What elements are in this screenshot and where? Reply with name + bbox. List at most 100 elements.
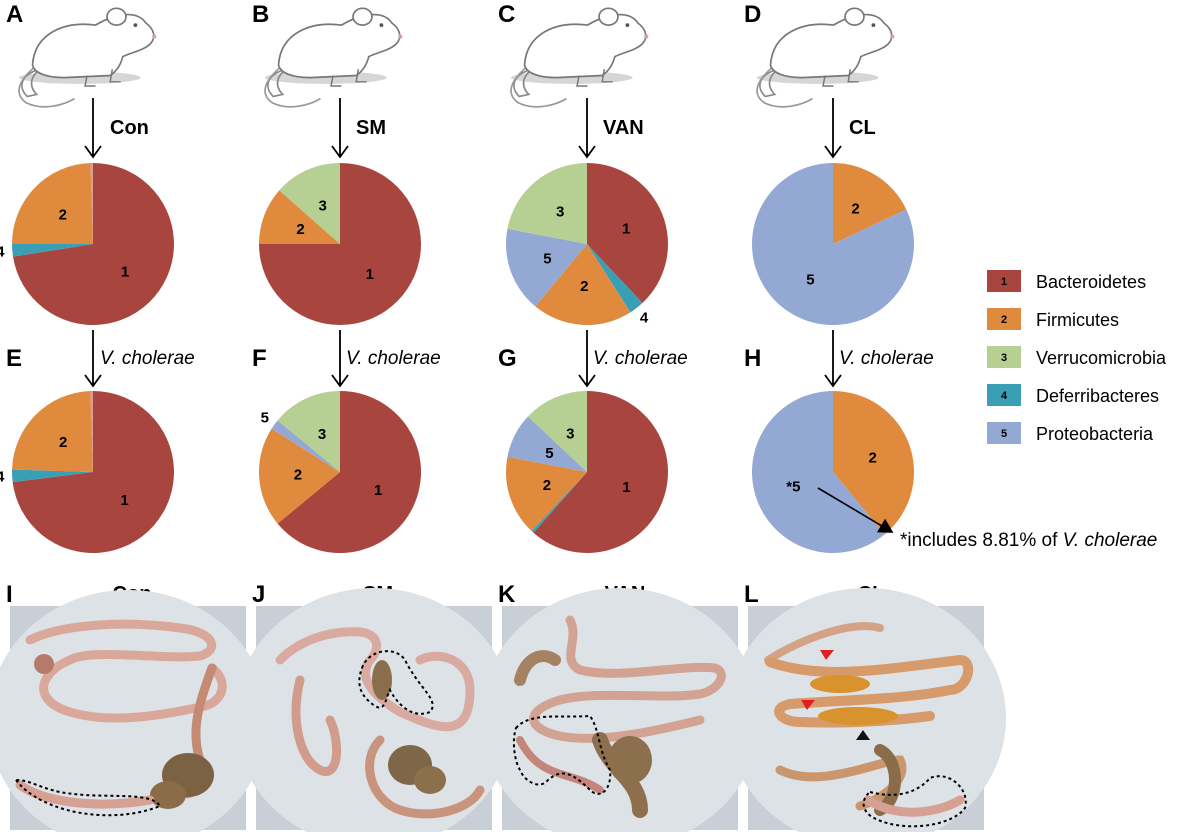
- infection-label-e: V. cholerae: [100, 348, 195, 369]
- pie-g-slice-bacteroidetes: [533, 391, 668, 553]
- pie-a-label-deferribacteres: 4: [0, 243, 5, 260]
- pie-a-slice-deferribacteres: [12, 244, 93, 257]
- legend-swatch-deferribacteres: [987, 384, 1021, 406]
- legend-label-verrucomicrobia: Verrucomicrobia: [1036, 348, 1167, 368]
- intestine-photo-con: [0, 590, 268, 832]
- pie-a-label-bacteroidetes: 1: [121, 263, 129, 280]
- legend-label-proteobacteria: Proteobacteria: [1036, 424, 1154, 444]
- pie-c-slice-firmicutes: [535, 244, 631, 325]
- panel-letter-g: G: [498, 345, 517, 372]
- treatment-label-cl: CL: [849, 117, 876, 139]
- pie-f-slice-proteobacteria: [271, 420, 340, 472]
- pie-h-slice-proteobacteria: [752, 391, 885, 553]
- legend-label-firmicutes: Firmicutes: [1036, 310, 1119, 330]
- legend-swatch-verrucomicrobia: [987, 346, 1021, 368]
- annotation-species: V. cholerae: [1063, 530, 1158, 551]
- legend-swatch-firmicutes: [987, 308, 1021, 330]
- black-arrowhead-icon: [856, 730, 870, 740]
- mouse-van-icon: [510, 7, 650, 108]
- pie-b-label-firmicutes: 2: [296, 221, 304, 238]
- pie-f-slice-bacteroidetes: [277, 391, 421, 553]
- pie-f-slice-verrucomicrobia: [277, 391, 340, 472]
- panel-letter-b: B: [252, 1, 269, 28]
- pie-h-slice-firmicutes: [833, 391, 915, 535]
- pie-e-label-firmicutes: 2: [59, 434, 67, 451]
- pie-f-slice-firmicutes: [259, 428, 340, 524]
- pie-f-label-proteobacteria: 5: [261, 409, 269, 426]
- pie-c-slice-proteobacteria: [506, 228, 587, 307]
- pie-f-label-bacteroidetes: 1: [374, 482, 382, 499]
- mouse-con-icon: [18, 7, 158, 108]
- legend-num-2: 2: [1001, 314, 1007, 326]
- mouse-cl-icon: [756, 7, 896, 108]
- pie-d-label-proteobacteria: 5: [806, 272, 814, 289]
- pie-b-label-bacteroidetes: 1: [366, 266, 374, 283]
- pie-b-slice-firmicutes: [259, 190, 340, 244]
- pie-e-label-deferribacteres: 4: [0, 468, 5, 485]
- infection-label-h: V. cholerae: [839, 348, 934, 369]
- infection-label-g: V. cholerae: [593, 348, 688, 369]
- pie-c-label-proteobacteria: 5: [543, 250, 551, 267]
- pie-g-slice-proteobacteria: [507, 416, 587, 472]
- legend: 1 Bacteroidetes 2 Firmicutes 3 Verrucomi…: [987, 270, 1167, 444]
- red-arrowhead-icon: [801, 700, 815, 710]
- pie-a-slice-bacteroidetes: [12, 163, 175, 326]
- pie-e-slice-bacteroidetes: [12, 391, 174, 553]
- panel-letter-a: A: [6, 1, 23, 28]
- pie-f-label-firmicutes: 2: [294, 467, 302, 484]
- legend-num-1: 1: [1001, 276, 1007, 288]
- panel-letter-e: E: [6, 345, 22, 372]
- pie-c-slice-bacteroidetes: [587, 163, 668, 304]
- treatment-label-van: VAN: [603, 117, 644, 139]
- annotation-arrow: [817, 487, 894, 533]
- pie-d-slice-firmicutes: [833, 163, 907, 244]
- panel-letter-h: H: [744, 345, 761, 372]
- pie-e-slice-other: [90, 391, 93, 472]
- pie-a-slice-firmicutes: [12, 163, 93, 244]
- pie-h-label-firmicutes: 2: [868, 450, 876, 467]
- red-arrowhead-icon: [820, 650, 834, 660]
- legend-num-5: 5: [1001, 428, 1007, 440]
- treatment-label-con: Con: [110, 117, 149, 139]
- panel-letter-d: D: [744, 1, 761, 28]
- legend-num-3: 3: [1001, 352, 1007, 364]
- pie-g-label-bacteroidetes: 1: [622, 479, 630, 496]
- pie-c-slice-deferribacteres: [587, 244, 643, 313]
- pie-d-slice-proteobacteria: [752, 163, 914, 325]
- panel-letter-i: I: [6, 581, 13, 608]
- pie-c-label-verrucomicrobia: 3: [556, 204, 564, 221]
- pie-c-label-bacteroidetes: 1: [622, 220, 630, 237]
- legend-swatch-bacteroidetes: [987, 270, 1021, 292]
- pie-g-label-proteobacteria: 5: [545, 445, 553, 462]
- pie-c-label-firmicutes: 2: [580, 278, 588, 295]
- panel-letter-j: J: [252, 581, 265, 608]
- mouse-sm-icon: [264, 7, 404, 108]
- legend-label-bacteroidetes: Bacteroidetes: [1036, 272, 1146, 292]
- intestine-photo-van: [480, 588, 760, 832]
- pie-d-label-firmicutes: 2: [851, 200, 859, 217]
- legend-swatch-proteobacteria: [987, 422, 1021, 444]
- annotation-text: *includes 8.81% of V. cholerae: [900, 530, 1157, 551]
- pie-b-slice-verrucomicrobia: [279, 163, 340, 244]
- legend-label-deferribacteres: Deferribacteres: [1036, 386, 1159, 406]
- treatment-arrows: [84, 98, 842, 388]
- pie-g-label-verrucomicrobia: 3: [566, 425, 574, 442]
- pie-g-slice-firmicutes: [505, 456, 587, 532]
- intestine-photo-sm: [234, 588, 514, 832]
- pie-g-label-firmicutes: 2: [543, 477, 551, 494]
- pie-c-slice-verrucomicrobia: [507, 163, 587, 244]
- pie-a-slice-other: [90, 163, 93, 244]
- pie-b-label-verrucomicrobia: 3: [318, 198, 326, 215]
- panel-letter-l: L: [744, 581, 759, 608]
- pie-h-label-proteobacteria: *5: [786, 478, 800, 495]
- legend-num-4: 4: [1001, 390, 1008, 402]
- treatment-label-sm: SM: [356, 117, 386, 139]
- pie-f-label-verrucomicrobia: 3: [318, 426, 326, 443]
- annotation-prefix: *includes 8.81% of: [900, 530, 1063, 551]
- pie-g-slice-verrucomicrobia: [527, 391, 587, 472]
- infection-label-f: V. cholerae: [346, 348, 441, 369]
- pie-e-slice-firmicutes: [12, 391, 93, 472]
- pie-a-label-firmicutes: 2: [59, 207, 67, 224]
